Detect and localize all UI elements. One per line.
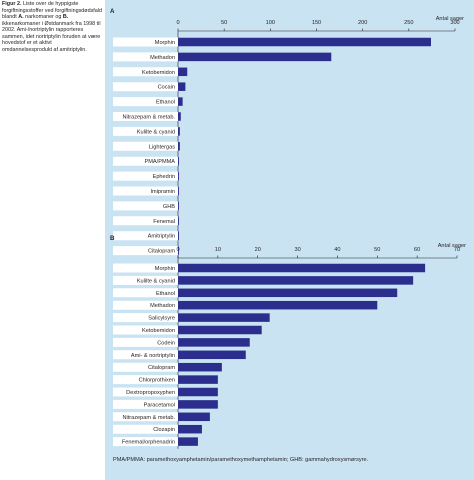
category-label-a: Methadon — [150, 55, 175, 61]
category-label-a: Nitrazepam & metab. — [122, 115, 175, 121]
tick-label-a: 200 — [358, 20, 367, 26]
category-label-a: PMA/PMMA — [145, 159, 176, 165]
bar-b — [178, 375, 218, 384]
category-label-b: Codein — [157, 340, 175, 346]
bar-b — [178, 362, 222, 372]
category-label-b: Paracetamol — [144, 402, 175, 408]
category-label-a: Amitriptylin — [148, 234, 175, 240]
category-label-a: Cocain — [158, 85, 175, 91]
bar-a — [178, 37, 431, 47]
bar-a — [178, 186, 179, 196]
bar-b — [178, 424, 202, 434]
caption-text-1: Liste over de hyppigste forgiftningsstof… — [2, 1, 102, 20]
category-label-a: GHB — [163, 204, 175, 210]
bar-a — [178, 97, 183, 106]
bar-a — [178, 171, 179, 181]
category-label-b: Methadon — [150, 303, 175, 309]
category-label-b: Fenemal/orphenadrin — [122, 440, 175, 446]
category-label-b: Morphin — [155, 266, 175, 272]
tick-label-b: 60 — [414, 247, 420, 253]
category-label-a: Morphin — [155, 40, 175, 46]
bar-a — [178, 112, 181, 121]
category-label-a: Ketobemidon — [142, 70, 175, 76]
bar-b — [178, 400, 218, 409]
category-label-a: Lightergas — [149, 144, 175, 150]
bar-b — [178, 300, 378, 310]
category-label-a: Citalopram — [148, 249, 175, 255]
bar-b — [178, 350, 246, 360]
tick-label-a: 50 — [221, 20, 227, 26]
panel-label-b: B — [110, 235, 115, 242]
panel-label-a: A — [110, 8, 115, 15]
category-label-b: Ethanol — [156, 291, 175, 297]
tick-label-b: 70 — [454, 247, 460, 253]
bar-b — [178, 338, 250, 347]
bar-a — [178, 216, 179, 226]
tick-label-b: 40 — [334, 247, 340, 253]
bar-b — [178, 313, 270, 322]
bar-b — [178, 276, 414, 285]
bar-a — [178, 231, 179, 240]
bar-b — [178, 387, 218, 397]
category-label-b: Chlorprothixen — [139, 378, 175, 384]
bar-a — [178, 67, 188, 77]
tick-label-a: 150 — [312, 20, 321, 26]
category-label-b: Ami- & nortriptylin — [131, 353, 175, 359]
category-label-a: Imipramin — [150, 189, 175, 195]
category-label-a: Fenemal — [153, 219, 175, 225]
bar-a — [178, 201, 179, 211]
tick-label-b: 50 — [374, 247, 380, 253]
category-label-b: Ketobemidon — [142, 328, 175, 334]
category-label-b: Nitrazepam & metab. — [122, 415, 175, 421]
bar-a — [178, 246, 179, 255]
tick-label-b: 0 — [176, 247, 179, 253]
footnote: PMA/PMMA: paramethoxyamphetamin/parameth… — [113, 457, 369, 463]
bar-a — [178, 156, 179, 166]
axis-title-b: Antal sager — [438, 243, 466, 249]
axis-title-a: Antal sager — [436, 16, 464, 22]
caption-text-3: ikkenarkomaner i Østdanmark fra 1998 til… — [2, 20, 101, 53]
tick-label-b: 10 — [215, 247, 221, 253]
category-label-b: Clozapin — [153, 427, 175, 433]
tick-label-b: 30 — [294, 247, 300, 253]
category-label-a: Ephedrin — [153, 174, 175, 180]
category-label-b: Kulilte & cyanid — [137, 278, 175, 284]
caption-label-b: B. — [62, 14, 69, 20]
tick-label-b: 20 — [255, 247, 261, 253]
tick-label-a: 100 — [266, 20, 275, 26]
tick-label-a: 300 — [450, 20, 459, 26]
category-label-a: Kulilte & cyanid — [137, 129, 175, 135]
bar-b — [178, 288, 398, 298]
bar-a — [178, 52, 332, 62]
bar-a — [178, 82, 186, 91]
bar-a — [178, 142, 180, 151]
bar-b — [178, 412, 210, 422]
figure-label: Figur 2. — [2, 1, 22, 7]
bar-b — [178, 263, 426, 273]
figure-caption: Figur 2. Liste over de hyppigste forgift… — [2, 1, 102, 53]
tick-label-a: 0 — [176, 20, 179, 26]
tick-label-a: 250 — [404, 20, 413, 26]
bar-a — [178, 127, 180, 136]
caption-label-a: A. — [18, 14, 24, 20]
bar-b — [178, 437, 198, 446]
caption-text-2: narkomaner og — [25, 14, 62, 20]
category-label-b: Dextropropoxyphen — [126, 390, 175, 396]
category-label-a: Ethanol — [156, 100, 175, 106]
category-label-b: Salicylsyre — [148, 316, 175, 322]
bar-b — [178, 325, 262, 335]
category-label-b: Citalopram — [148, 365, 175, 371]
